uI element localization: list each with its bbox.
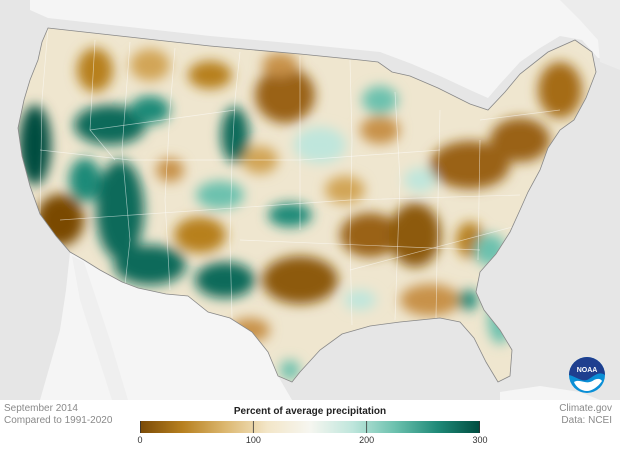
baja-peninsula bbox=[72, 256, 128, 400]
noaa-logo: NOAA bbox=[569, 357, 605, 393]
credit-source: Climate.gov bbox=[559, 403, 612, 414]
state-borders bbox=[39, 28, 561, 326]
canada-landmass bbox=[30, 0, 620, 98]
legend-tick-label: 0 bbox=[137, 435, 143, 445]
canada-east-landmass bbox=[560, 0, 620, 70]
legend-tick-label: 100 bbox=[245, 435, 261, 445]
legend-tick-label: 300 bbox=[472, 435, 488, 445]
map-canvas bbox=[17, 0, 620, 400]
legend-ticks bbox=[140, 421, 480, 433]
bottom-bar: September 2014 Compared to 1991-2020 Per… bbox=[0, 400, 620, 450]
legend-tick-label: 200 bbox=[359, 435, 375, 445]
credit-data: Data: NCEI bbox=[561, 415, 612, 426]
cuba-island bbox=[500, 386, 600, 400]
caption-date: September 2014 bbox=[4, 403, 78, 414]
legend-color-bar bbox=[140, 421, 480, 433]
precipitation-map bbox=[0, 0, 620, 400]
legend-gradient bbox=[140, 421, 480, 433]
legend-title: Percent of average precipitation bbox=[233, 406, 387, 417]
noaa-logo-text: NOAA bbox=[577, 367, 598, 374]
caption-baseline: Compared to 1991-2020 bbox=[4, 415, 113, 426]
